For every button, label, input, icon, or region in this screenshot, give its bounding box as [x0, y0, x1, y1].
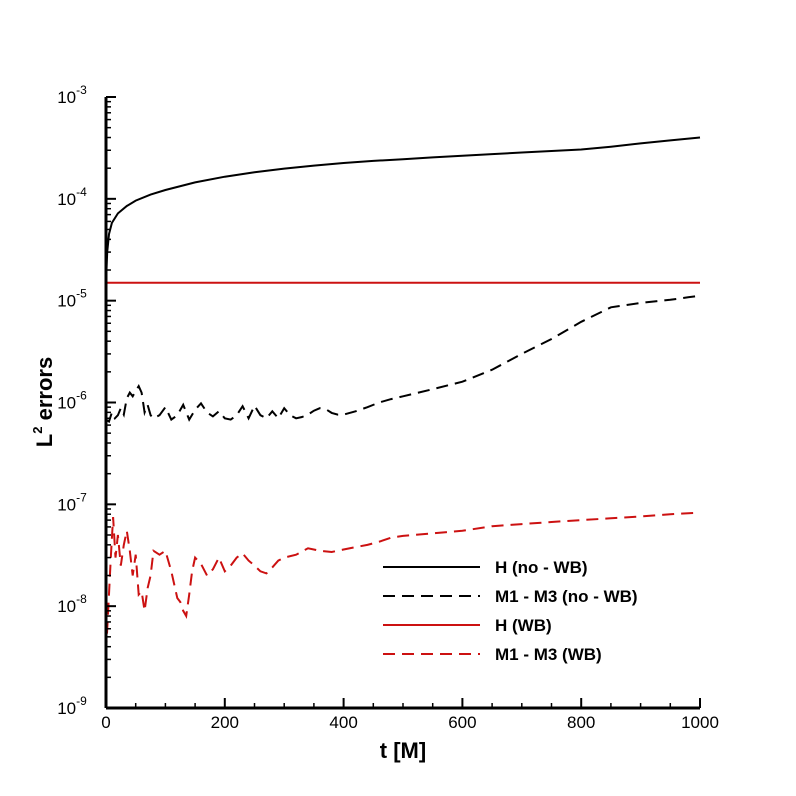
y-tick-label: 10-4: [57, 185, 87, 209]
series-line-1: [105, 136, 701, 283]
y-tick-label: 10-7: [57, 490, 87, 514]
y-tick-label: 10-9: [57, 694, 87, 718]
x-tick-label: 400: [329, 713, 357, 732]
ticks-layer: 0 200 400 600 800 1000 10-9 10-8 10-7 10-6 10-5 10-…: [57, 83, 719, 732]
x-axis-label: t [M]: [380, 738, 426, 763]
y-tick-label: 10-3: [57, 83, 87, 107]
x-tick-label: 800: [567, 713, 595, 732]
y-axis-title: L2 errors: [30, 357, 57, 447]
series-layer: [105, 136, 701, 653]
y-tick-label: 10-6: [57, 389, 87, 413]
x-tick-label: 0: [101, 713, 110, 732]
y-tick-label: 10-5: [57, 287, 87, 311]
x-axis-title: t [M]: [380, 738, 426, 763]
legend-label-4: M1 - M3 (WB): [495, 645, 602, 664]
x-tick-label: 600: [448, 713, 476, 732]
y-axis-label: L2 errors: [30, 357, 57, 447]
series-line-4: [105, 511, 701, 653]
x-tick-label: 1000: [681, 713, 719, 732]
legend-label-3: H (WB): [495, 616, 552, 635]
series-line-2: [105, 294, 701, 424]
legend-label-1: H (no - WB): [495, 558, 588, 577]
legend: H (no - WB) M1 - M3 (no - WB) H (WB) M1 - M…: [383, 558, 638, 664]
x-tick-label: 200: [211, 713, 239, 732]
axes-layer: [104, 97, 700, 710]
y-tick-label: 10-8: [57, 592, 87, 616]
legend-label-2: M1 - M3 (no - WB): [495, 587, 638, 606]
